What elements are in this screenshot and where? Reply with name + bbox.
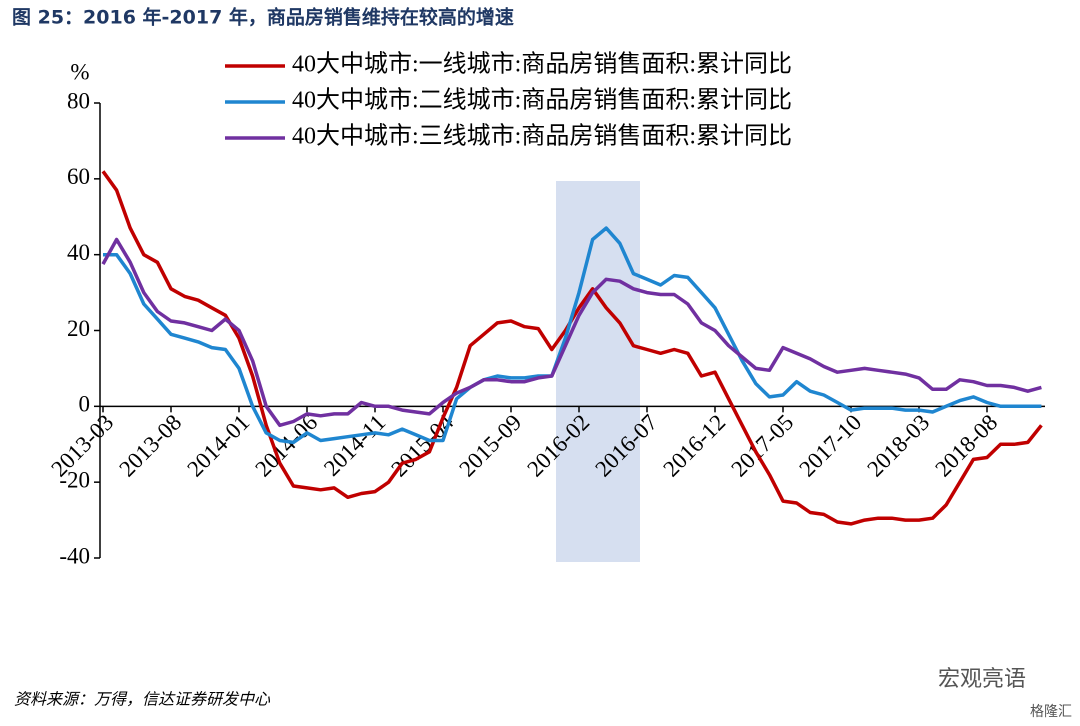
y-tick-label: 20 [67, 316, 90, 341]
watermark: 宏观亮语 [938, 667, 1026, 692]
x-tick-label: 2016-12 [658, 410, 730, 482]
source: 资料来源：万得，信达证券研发中心 [14, 690, 271, 709]
y-tick-label: 40 [67, 240, 90, 265]
series-line [103, 226, 1042, 445]
x-tick-label: 2015-09 [454, 410, 526, 482]
chart-title: 图 25：2016 年-2017 年，商品房销售维持在较高的增速 [12, 6, 514, 29]
watermark-site: 格隆汇 [1030, 704, 1072, 720]
legend-label: 40大中城市:一线城市:商品房销售面积:累计同比 [292, 51, 792, 78]
y-unit: % [70, 59, 89, 84]
series-line [101, 237, 1042, 428]
x-tick-label: 2014-11 [319, 410, 390, 481]
legend-label: 40大中城市:三线城市:商品房销售面积:累计同比 [292, 123, 792, 150]
x-tick-label: 2017-10 [794, 410, 866, 482]
x-tick-label: 2014-01 [182, 410, 254, 482]
y-tick-label: 0 [79, 392, 91, 417]
y-tick-label: 80 [67, 88, 90, 113]
legend-label: 40大中城市:二线城市:商品房销售面积:累计同比 [292, 87, 792, 114]
x-tick-label: 2018-03 [862, 410, 934, 482]
y-tick-label: -40 [59, 543, 90, 568]
y-tick-label: 60 [67, 164, 90, 189]
y-tick-label: -20 [59, 467, 90, 492]
highlight-band [556, 181, 640, 562]
x-tick-label: 2017-05 [726, 410, 798, 482]
x-tick-label: 2013-08 [114, 410, 186, 482]
